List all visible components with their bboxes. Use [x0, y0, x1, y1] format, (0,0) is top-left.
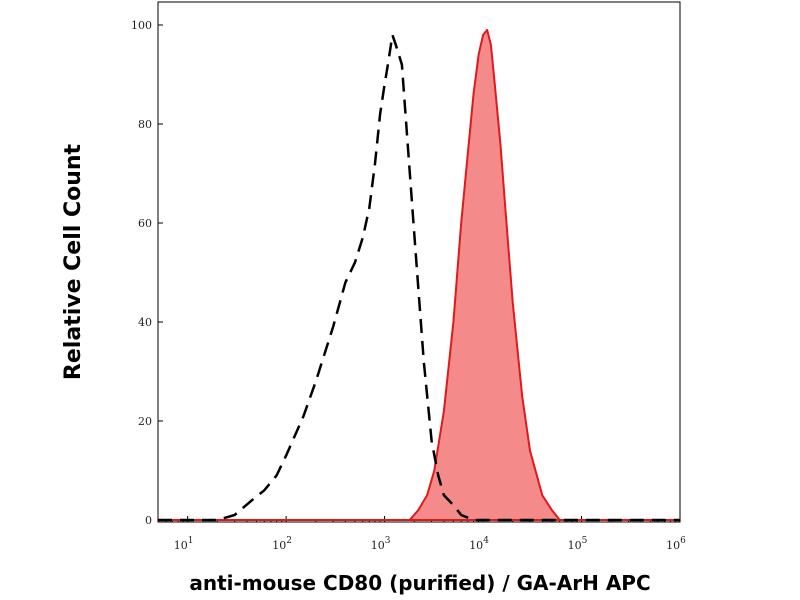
x-tick-exponent: 1 — [188, 536, 194, 546]
x-tick-label: 101 — [174, 536, 194, 552]
y-tick-label: 0 — [145, 514, 152, 527]
series-control — [158, 33, 680, 522]
y-tick-label: 100 — [131, 19, 152, 32]
plot-frame — [157, 1, 681, 523]
x-tick-base: 10 — [469, 539, 483, 552]
x-tick-base: 10 — [371, 539, 385, 552]
x-tick-label: 106 — [666, 536, 686, 552]
x-axis-title: anti-mouse CD80 (purified) / GA-ArH APC — [189, 571, 650, 595]
y-tick-label: 40 — [138, 316, 152, 329]
x-tick-label: 102 — [272, 536, 292, 552]
series-cd80-stained — [157, 28, 681, 521]
x-tick-exponent: 4 — [483, 536, 489, 546]
y-tick-label: 60 — [138, 217, 152, 230]
y-tick-label: 80 — [138, 118, 152, 131]
x-axis: 101 102 103 104 105 106 — [157, 516, 686, 552]
y-axis-title: Relative Cell Count — [61, 143, 86, 380]
y-tick-label: 20 — [138, 415, 152, 428]
x-tick-base: 10 — [568, 539, 582, 552]
x-tick-exponent: 3 — [385, 536, 391, 546]
x-tick-label: 103 — [371, 536, 391, 552]
x-tick-exponent: 2 — [286, 536, 292, 546]
x-tick-base: 10 — [666, 539, 680, 552]
x-tick-exponent: 5 — [582, 536, 588, 546]
x-tick-base: 10 — [272, 539, 286, 552]
y-axis: 0 20 40 60 80 100 — [131, 19, 163, 527]
x-tick-label: 104 — [469, 536, 489, 552]
x-tick-base: 10 — [174, 539, 188, 552]
x-tick-label: 105 — [568, 536, 588, 552]
x-tick-exponent: 6 — [680, 536, 686, 546]
